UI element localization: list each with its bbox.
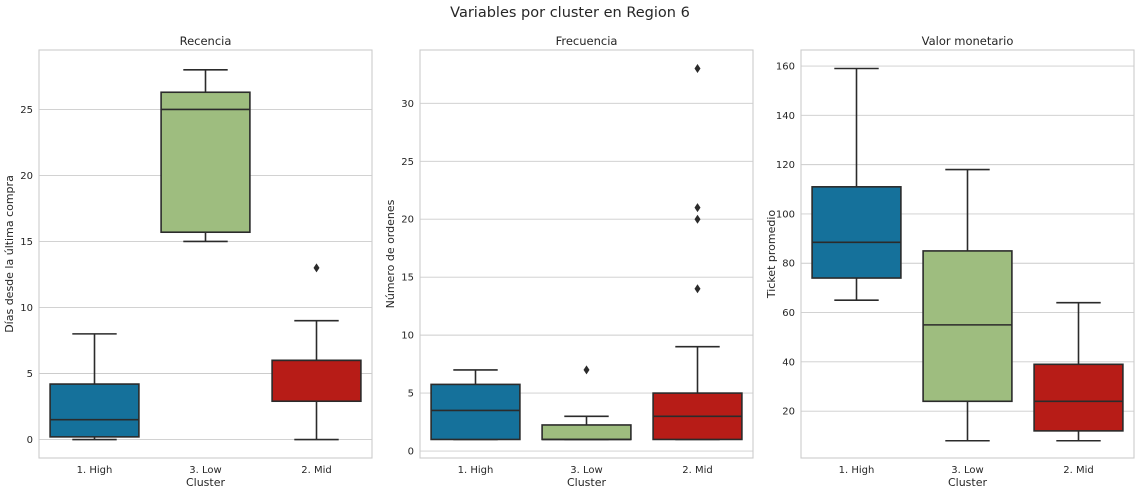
outlier-point — [694, 284, 701, 294]
y-tick-label: 20 — [401, 215, 414, 226]
x-axis-label: Cluster — [186, 476, 226, 489]
y-tick-label: 80 — [782, 259, 795, 270]
panel-title: Frecuencia — [556, 34, 618, 48]
x-axis-label: Cluster — [567, 476, 607, 489]
box-2-mid — [1033, 301, 1124, 442]
y-tick-label: 120 — [776, 160, 795, 171]
panel-title: Valor monetario — [922, 34, 1014, 48]
iqr-box — [430, 383, 521, 441]
axes-frame — [38, 49, 373, 459]
box-3-low — [922, 168, 1013, 442]
y-axis-label: Número de ordenes — [384, 199, 397, 308]
x-tick-label: 2. Mid — [1063, 465, 1093, 476]
y-tick-label: 20 — [20, 171, 33, 182]
y-tick-label: 60 — [782, 308, 795, 319]
y-tick-label: 15 — [20, 237, 33, 248]
x-tick-label: 1. High — [77, 465, 113, 476]
y-tick-label: 0 — [408, 447, 414, 458]
y-axis-label: Días desde la última compra — [3, 175, 16, 333]
y-tick-label: 20 — [782, 407, 795, 418]
y-tick-label: 40 — [782, 357, 795, 368]
y-tick-label: 160 — [776, 62, 795, 73]
x-axis-label: Cluster — [948, 476, 988, 489]
box-2-mid — [652, 64, 743, 441]
y-tick-label: 10 — [401, 331, 414, 342]
box-3-low — [541, 365, 632, 441]
panel-1: 0 5 10 15 20 25 1. High 3. Low 2. Mid Recencia Clu… — [3, 34, 373, 489]
y-tick-label: 15 — [401, 273, 414, 284]
panel-3: 20 40 60 80 100 120 140 160 1. High 3. Low 2. Mid V… — [765, 34, 1135, 489]
panel-title: Recencia — [180, 34, 232, 48]
x-tick-label: 2. Mid — [301, 465, 331, 476]
y-tick-label: 25 — [20, 105, 33, 116]
box-1-high — [811, 67, 902, 302]
box-2-mid — [271, 263, 362, 441]
y-tick-label: 30 — [401, 99, 414, 110]
iqr-box — [271, 359, 362, 403]
x-tick-label: 1. High — [839, 465, 875, 476]
y-tick-label: 25 — [401, 157, 414, 168]
x-tick-label: 2. Mid — [682, 465, 712, 476]
iqr-box — [1033, 363, 1124, 432]
outlier-point — [694, 64, 701, 74]
iqr-box — [541, 424, 632, 441]
outlier-point — [694, 214, 701, 224]
outlier-point — [313, 263, 320, 273]
y-tick-label: 10 — [20, 303, 33, 314]
x-tick-label: 3. Low — [189, 465, 221, 476]
iqr-box — [811, 186, 902, 279]
axes-frame — [800, 49, 1135, 459]
box-3-low — [160, 69, 251, 243]
x-tick-label: 1. High — [458, 465, 494, 476]
box-1-high — [49, 333, 140, 441]
outlier-point — [583, 365, 590, 375]
axes-frame — [419, 49, 754, 459]
box-1-high — [430, 369, 521, 441]
figure-title: Variables por cluster en Region 6 — [450, 5, 690, 21]
x-tick-label: 3. Low — [570, 465, 602, 476]
iqr-box — [49, 383, 140, 438]
y-axis-label: Ticket promedio — [765, 210, 778, 300]
outlier-point — [694, 203, 701, 213]
iqr-box — [160, 91, 251, 234]
x-tick-label: 3. Low — [951, 465, 983, 476]
iqr-box — [922, 250, 1013, 403]
panel-2: 0 5 10 15 20 25 30 1. High 3. Low 2. Mid Frecuenci… — [384, 34, 754, 489]
y-tick-label: 5 — [408, 389, 414, 400]
y-tick-label: 100 — [776, 209, 795, 220]
y-tick-label: 0 — [27, 435, 33, 446]
y-tick-label: 140 — [776, 111, 795, 122]
y-tick-label: 5 — [27, 369, 33, 380]
